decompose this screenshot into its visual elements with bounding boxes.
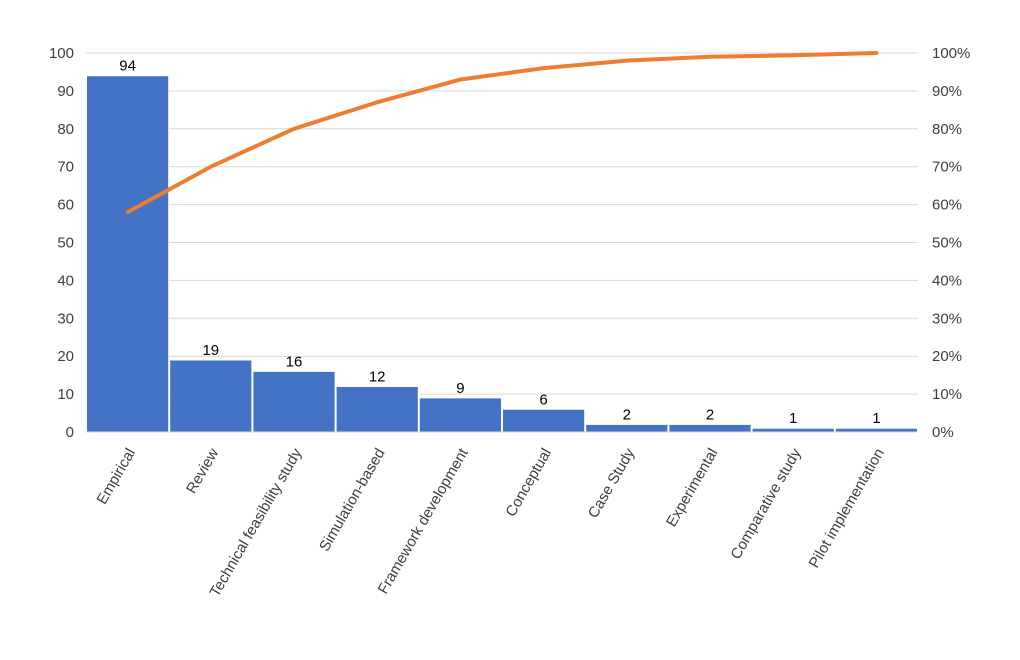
y2-tick-label: 70% [932, 159, 962, 176]
bar-value-label: 2 [706, 406, 714, 423]
bar-value-label: 12 [369, 369, 386, 386]
y2-tick-label: 80% [932, 121, 962, 138]
bar-value-label: 9 [456, 380, 464, 397]
x-tick-label: Simulation-based [316, 446, 389, 555]
y2-tick-label: 100% [932, 45, 970, 62]
axes: 0 10 20 30 40 50 60 70 80 90 100 0% 10% 20% 30% 40% 50% 6… [49, 45, 970, 600]
y-tick-label: 0 [66, 424, 74, 441]
y2-tick-label: 10% [932, 386, 962, 403]
bar-value-label: 1 [872, 410, 880, 427]
x-tick-label: Review [183, 445, 222, 496]
y2-tick-label: 20% [932, 348, 962, 365]
y2-tick-label: 30% [932, 310, 962, 327]
bar [502, 408, 586, 433]
y-tick-label: 30 [57, 310, 74, 327]
y-tick-label: 40 [57, 272, 74, 289]
bar [86, 75, 170, 433]
x-tick-label: Conceptual [502, 446, 555, 520]
y-tick-label: 100 [49, 45, 74, 62]
cumulative-line-group [125, 51, 879, 215]
bar [834, 427, 918, 433]
y2-tick-label: 40% [932, 272, 962, 289]
bar-value-label: 1 [789, 410, 797, 427]
x-tick-label: Pilot implementation [806, 446, 888, 571]
bar [169, 359, 253, 433]
x-tick-label: Technical feasibility study [207, 445, 306, 600]
y-tick-label: 90 [57, 83, 74, 100]
x-tick-label: Case Study [585, 445, 639, 521]
bar [751, 427, 835, 433]
bar-value-label: 2 [623, 406, 631, 423]
x-tick-label: Framework development [375, 445, 473, 597]
x-tick-label: Empirical [93, 446, 139, 508]
y2-tick-label: 90% [932, 83, 962, 100]
y-tick-label: 10 [57, 386, 74, 403]
x-tick-label: Comparative study [727, 445, 804, 562]
bar [335, 386, 419, 433]
data-labels: 94 19 16 12 9 6 2 2 1 1 [119, 58, 880, 427]
bar-value-label: 94 [119, 58, 136, 75]
y2-tick-label: 0% [932, 424, 954, 441]
bar [668, 423, 752, 433]
y-tick-label: 80 [57, 121, 74, 138]
y2-tick-label: 60% [932, 197, 962, 214]
y-tick-label: 50 [57, 235, 74, 252]
y-tick-label: 70 [57, 159, 74, 176]
bar-value-label: 16 [286, 353, 303, 370]
bar [418, 397, 502, 433]
bar [252, 370, 336, 433]
gridlines [86, 52, 918, 395]
y-tick-label: 60 [57, 197, 74, 214]
bar-value-label: 6 [539, 391, 547, 408]
y-tick-label: 20 [57, 348, 74, 365]
bar [585, 423, 669, 433]
bar-value-label: 19 [202, 342, 219, 359]
y2-tick-label: 50% [932, 235, 962, 252]
x-tick-label: Experimental [663, 446, 721, 530]
cumulative-line [125, 51, 879, 215]
